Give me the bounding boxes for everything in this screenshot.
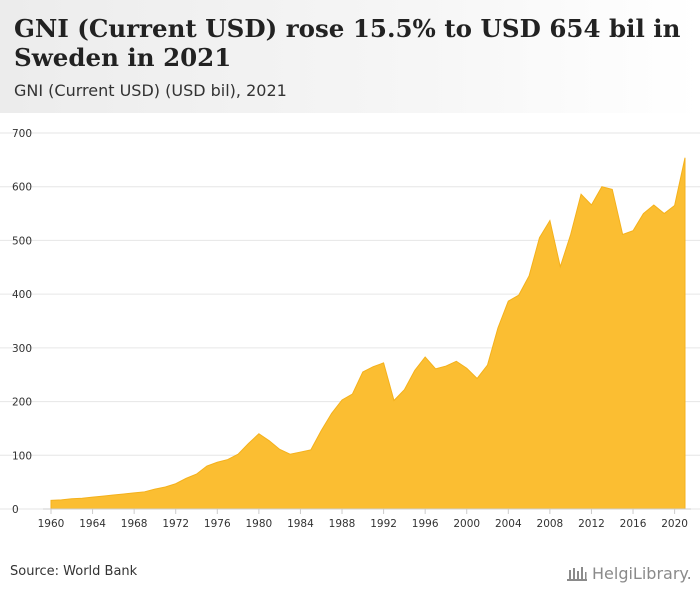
area-chart: 1960 1964 1968 1972 1976 1980 1984 1988 1992 1996… bbox=[0, 128, 700, 530]
data-point[interactable] bbox=[122, 492, 126, 496]
x-tick-label: 1972 bbox=[162, 518, 189, 530]
data-point[interactable] bbox=[465, 366, 469, 370]
x-tick-label: 2008 bbox=[537, 518, 564, 530]
header: GNI (Current USD) rose 15.5% to USD 654 … bbox=[0, 0, 700, 113]
data-point[interactable] bbox=[423, 355, 427, 359]
y-tick-label: 0 bbox=[12, 504, 19, 516]
x-tick-label: 1976 bbox=[204, 518, 231, 530]
data-point[interactable] bbox=[652, 203, 656, 207]
data-point[interactable] bbox=[226, 458, 230, 462]
x-tick-label: 1984 bbox=[287, 518, 314, 530]
data-point[interactable] bbox=[454, 359, 458, 363]
data-point[interactable] bbox=[392, 399, 396, 403]
y-axis: 0 100 200 300 400 500 600 700 bbox=[12, 128, 32, 516]
page-title: GNI (Current USD) rose 15.5% to USD 654 … bbox=[14, 14, 681, 72]
y-tick-label: 500 bbox=[12, 235, 32, 247]
x-tick-label: 2012 bbox=[578, 518, 605, 530]
data-point[interactable] bbox=[662, 212, 666, 216]
data-point[interactable] bbox=[361, 370, 365, 374]
data-point[interactable] bbox=[70, 497, 74, 501]
x-tick-label: 2016 bbox=[620, 518, 647, 530]
data-point[interactable] bbox=[631, 229, 635, 233]
data-point[interactable] bbox=[683, 156, 687, 160]
data-point[interactable] bbox=[413, 368, 417, 372]
data-point[interactable] bbox=[641, 212, 645, 216]
data-point[interactable] bbox=[59, 498, 63, 502]
data-point[interactable] bbox=[319, 429, 323, 433]
data-point[interactable] bbox=[330, 411, 334, 415]
data-point[interactable] bbox=[288, 452, 292, 456]
logo-text: HelgiLibrary. bbox=[592, 563, 692, 583]
data-point[interactable] bbox=[673, 204, 677, 208]
data-point[interactable] bbox=[111, 493, 115, 497]
data-point[interactable] bbox=[215, 460, 219, 464]
data-point[interactable] bbox=[434, 367, 438, 371]
x-tick-label: 1968 bbox=[121, 518, 148, 530]
data-point[interactable] bbox=[600, 185, 604, 189]
library-building-icon bbox=[567, 567, 587, 581]
data-point[interactable] bbox=[527, 274, 531, 278]
data-point[interactable] bbox=[174, 482, 178, 486]
data-point[interactable] bbox=[80, 496, 84, 500]
y-tick-label: 200 bbox=[12, 397, 32, 409]
data-point[interactable] bbox=[278, 447, 282, 451]
data-point[interactable] bbox=[257, 432, 261, 436]
helgi-library-logo[interactable]: HelgiLibrary. bbox=[566, 560, 696, 586]
x-tick-label: 2004 bbox=[495, 518, 522, 530]
data-point[interactable] bbox=[537, 236, 541, 240]
source-note: Source: World Bank bbox=[10, 564, 138, 579]
data-point[interactable] bbox=[444, 364, 448, 368]
data-point[interactable] bbox=[610, 187, 614, 191]
data-point[interactable] bbox=[246, 441, 250, 445]
data-point[interactable] bbox=[91, 495, 95, 499]
data-point[interactable] bbox=[153, 487, 157, 491]
data-point[interactable] bbox=[486, 363, 490, 367]
x-tick-label: 1988 bbox=[329, 518, 356, 530]
data-point[interactable] bbox=[517, 293, 521, 297]
y-tick-label: 100 bbox=[12, 450, 32, 462]
x-tick-label: 1992 bbox=[370, 518, 397, 530]
x-tick-label: 1960 bbox=[38, 518, 65, 530]
data-point[interactable] bbox=[506, 299, 510, 303]
gni-series-area bbox=[50, 157, 686, 510]
x-tick-label: 2000 bbox=[453, 518, 480, 530]
data-point[interactable] bbox=[475, 376, 479, 380]
y-tick-label: 700 bbox=[12, 128, 32, 140]
data-point[interactable] bbox=[298, 450, 302, 454]
data-point[interactable] bbox=[340, 398, 344, 402]
data-point[interactable] bbox=[569, 233, 573, 237]
area-layer bbox=[49, 156, 687, 510]
data-point[interactable] bbox=[621, 233, 625, 237]
data-point[interactable] bbox=[589, 203, 593, 207]
y-tick-label: 300 bbox=[12, 343, 32, 355]
data-point[interactable] bbox=[163, 485, 167, 489]
data-point[interactable] bbox=[579, 192, 583, 196]
data-point[interactable] bbox=[309, 448, 313, 452]
data-point[interactable] bbox=[350, 392, 354, 396]
data-point[interactable] bbox=[101, 494, 105, 498]
x-tick-label: 2020 bbox=[661, 518, 688, 530]
x-tick-label: 1980 bbox=[246, 518, 273, 530]
y-tick-label: 400 bbox=[12, 289, 32, 301]
chart-subtitle: GNI (Current USD) (USD bil), 2021 bbox=[14, 81, 287, 100]
data-point[interactable] bbox=[195, 472, 199, 476]
data-point[interactable] bbox=[49, 498, 53, 502]
data-point[interactable] bbox=[267, 439, 271, 443]
data-point[interactable] bbox=[402, 388, 406, 392]
data-point[interactable] bbox=[236, 452, 240, 456]
y-tick-label: 600 bbox=[12, 182, 32, 194]
x-tick-label: 1964 bbox=[79, 518, 106, 530]
data-point[interactable] bbox=[558, 265, 562, 269]
data-point[interactable] bbox=[143, 490, 147, 494]
x-tick-label: 1996 bbox=[412, 518, 439, 530]
data-point[interactable] bbox=[205, 464, 209, 468]
data-point[interactable] bbox=[132, 491, 136, 495]
data-point[interactable] bbox=[371, 365, 375, 369]
data-point[interactable] bbox=[496, 326, 500, 330]
data-point[interactable] bbox=[548, 219, 552, 223]
x-axis: 1960 1964 1968 1972 1976 1980 1984 1988 1992 1996… bbox=[38, 508, 691, 530]
data-point[interactable] bbox=[184, 476, 188, 480]
data-point[interactable] bbox=[382, 361, 386, 365]
